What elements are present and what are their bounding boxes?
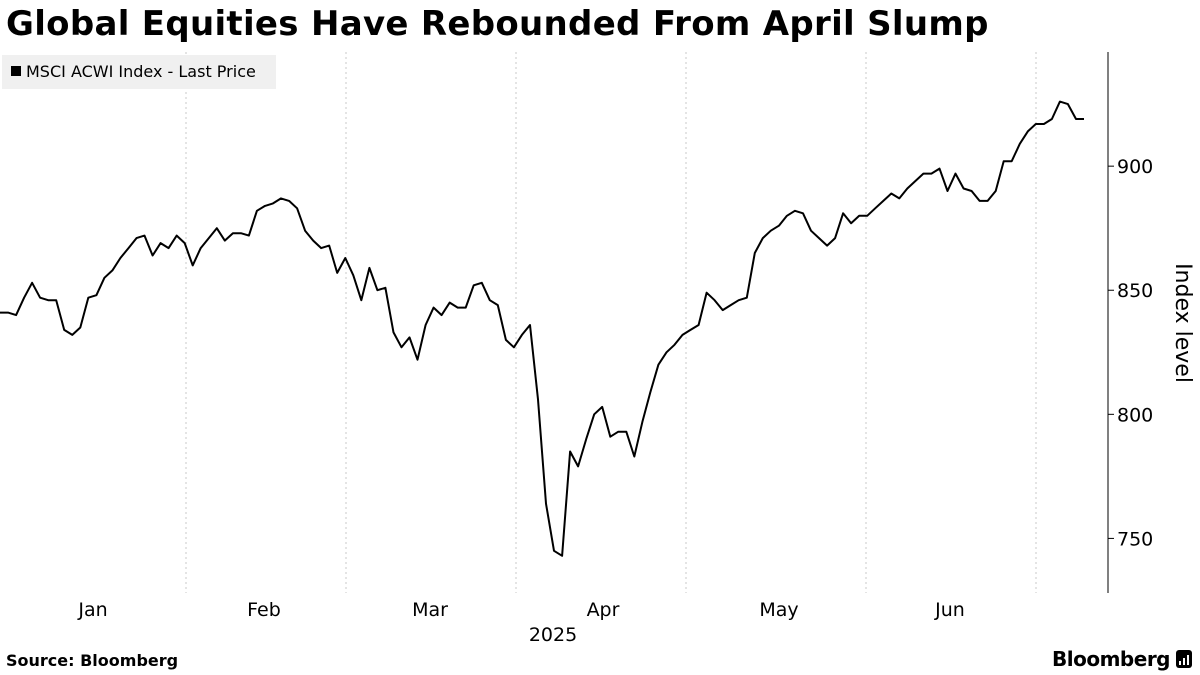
series-line <box>0 100 1084 557</box>
chart-title: Global Equities Have Rebounded From Apri… <box>6 4 989 44</box>
y-tick-label: 900 <box>1117 156 1153 178</box>
y-axis-title: Index level <box>1170 263 1195 383</box>
brand-name: Bloomberg <box>1052 647 1170 671</box>
legend: MSCI ACWI Index - Last Price <box>2 55 276 89</box>
x-axis-year-label: 2025 <box>529 624 577 646</box>
y-tick-label: 850 <box>1117 280 1153 302</box>
x-tick-label: Apr <box>587 599 620 621</box>
y-tick-label: 750 <box>1117 528 1153 550</box>
x-tick-label: Jan <box>77 599 107 621</box>
brand-logo: Bloomberg <box>1052 647 1192 671</box>
x-tick-label: Feb <box>247 599 281 621</box>
legend-background <box>2 55 276 89</box>
source-note: Source: Bloomberg <box>6 651 179 670</box>
bloomberg-terminal-icon <box>1176 650 1192 668</box>
y-tick-label: 800 <box>1117 404 1153 426</box>
y-axis-ticks: 750 800 850 900 <box>1108 156 1153 550</box>
gridlines <box>185 52 1037 593</box>
legend-swatch <box>11 66 21 76</box>
x-tick-label: Mar <box>412 599 448 621</box>
x-axis-ticks: Jan Feb Mar Apr May Jun <box>77 599 964 621</box>
x-tick-label: Jun <box>934 599 965 621</box>
x-tick-label: May <box>759 599 798 621</box>
legend-label: MSCI ACWI Index - Last Price <box>26 62 256 81</box>
